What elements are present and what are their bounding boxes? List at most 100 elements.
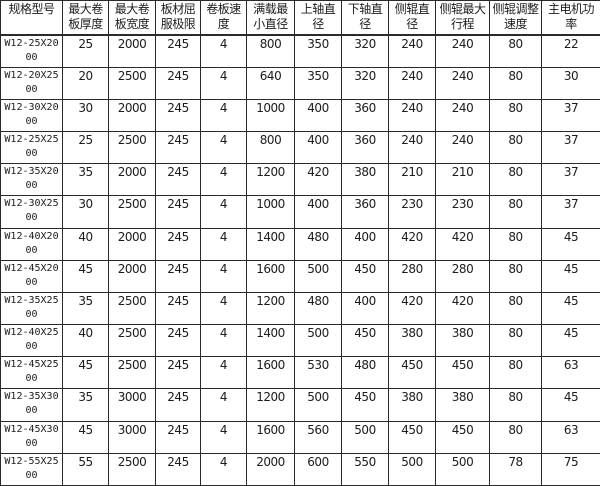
value-cell: 2500: [108, 291, 156, 326]
model-cell: W12-45X2000: [0, 259, 63, 293]
value-cell: 37: [541, 163, 600, 197]
header-cell-10: 侧辊调整速度: [489, 0, 542, 36]
value-cell: 245: [155, 291, 201, 326]
value-cell: 360: [341, 98, 389, 133]
value-cell: 75: [541, 452, 600, 486]
value-cell: 450: [388, 420, 436, 454]
header-cell-5: 满载最小直径: [246, 0, 295, 36]
value-cell: 245: [155, 259, 201, 293]
value-cell: 2500: [108, 131, 156, 165]
value-cell: 45: [62, 259, 109, 293]
value-cell: 530: [294, 356, 342, 390]
header-cell-7: 下轴直径: [341, 0, 389, 36]
value-cell: 400: [294, 98, 342, 133]
value-cell: 400: [294, 131, 342, 165]
value-cell: 80: [489, 163, 542, 197]
table-row: W12-35X3000 35 3000 245 4 1200 500 450 380 380 80 4…: [0, 388, 600, 422]
value-cell: 80: [489, 66, 542, 100]
model-cell: W12-35X3000: [0, 388, 63, 422]
value-cell: 500: [341, 420, 389, 454]
value-cell: 45: [541, 291, 600, 326]
header-cell-6: 上轴直径: [294, 0, 342, 36]
value-cell: 600: [294, 452, 342, 486]
value-cell: 2500: [108, 452, 156, 486]
table-row: W12-30X2500 30 2500 245 4 1000 400 360 230 230 80 3…: [0, 195, 600, 229]
header-cell-1: 最大卷板厚度: [62, 0, 109, 36]
header-row: 规格型号 最大卷板厚度 最大卷板宽度 板材屈服极限 卷板速度 满载最小直径 上轴直径 下轴直径…: [0, 0, 600, 36]
value-cell: 500: [294, 259, 342, 293]
value-cell: 210: [435, 163, 490, 197]
value-cell: 245: [155, 452, 201, 486]
model-cell: W12-45X2500: [0, 356, 63, 390]
model-cell: W12-40X2000: [0, 227, 63, 261]
value-cell: 800: [246, 34, 295, 68]
value-cell: 4: [200, 34, 247, 68]
value-cell: 400: [341, 227, 389, 261]
value-cell: 35: [62, 388, 109, 422]
value-cell: 4: [200, 356, 247, 390]
value-cell: 80: [489, 98, 542, 133]
value-cell: 30: [541, 66, 600, 100]
table-row: W12-45X2000 45 2000 245 4 1600 500 450 280 280 80 4…: [0, 259, 600, 293]
value-cell: 380: [435, 388, 490, 422]
value-cell: 240: [388, 34, 436, 68]
value-cell: 80: [489, 131, 542, 165]
value-cell: 500: [294, 324, 342, 358]
header-cell-8: 侧辊直径: [388, 0, 436, 36]
table-row: W12-45X2500 45 2500 245 4 1600 530 480 450 450 80 6…: [0, 356, 600, 390]
value-cell: 420: [388, 291, 436, 326]
value-cell: 350: [294, 34, 342, 68]
value-cell: 380: [341, 163, 389, 197]
value-cell: 210: [388, 163, 436, 197]
value-cell: 35: [62, 163, 109, 197]
value-cell: 37: [541, 131, 600, 165]
value-cell: 480: [294, 227, 342, 261]
value-cell: 4: [200, 163, 247, 197]
value-cell: 1200: [246, 388, 295, 422]
value-cell: 240: [435, 98, 490, 133]
value-cell: 25: [62, 131, 109, 165]
value-cell: 1200: [246, 291, 295, 326]
value-cell: 245: [155, 131, 201, 165]
value-cell: 245: [155, 227, 201, 261]
model-cell: W12-35X2000: [0, 163, 63, 197]
model-cell: W12-20X2500: [0, 66, 63, 100]
value-cell: 230: [435, 195, 490, 229]
value-cell: 2000: [108, 34, 156, 68]
value-cell: 240: [435, 131, 490, 165]
value-cell: 230: [388, 195, 436, 229]
value-cell: 240: [388, 131, 436, 165]
value-cell: 30: [62, 195, 109, 229]
value-cell: 480: [341, 356, 389, 390]
model-cell: W12-55X2500: [0, 452, 63, 486]
value-cell: 30: [62, 98, 109, 133]
value-cell: 480: [294, 291, 342, 326]
table-row: W12-25X2500 25 2500 245 4 800 400 360 240 240 80 37: [0, 131, 600, 165]
table-row: W12-45X3000 45 3000 245 4 1600 560 500 450 450 80 6…: [0, 420, 600, 454]
value-cell: 400: [294, 195, 342, 229]
value-cell: 1400: [246, 324, 295, 358]
value-cell: 4: [200, 291, 247, 326]
value-cell: 1200: [246, 163, 295, 197]
value-cell: 40: [62, 227, 109, 261]
value-cell: 4: [200, 388, 247, 422]
value-cell: 80: [489, 34, 542, 68]
value-cell: 45: [541, 388, 600, 422]
value-cell: 22: [541, 34, 600, 68]
model-cell: W12-45X3000: [0, 420, 63, 454]
value-cell: 80: [489, 356, 542, 390]
value-cell: 640: [246, 66, 295, 100]
value-cell: 25: [62, 34, 109, 68]
spec-table-header: 规格型号 最大卷板厚度 最大卷板宽度 板材屈服极限 卷板速度 满载最小直径 上轴直径 下轴直径…: [0, 0, 600, 36]
value-cell: 40: [62, 324, 109, 358]
value-cell: 1000: [246, 195, 295, 229]
value-cell: 320: [341, 66, 389, 100]
value-cell: 240: [435, 34, 490, 68]
value-cell: 380: [435, 324, 490, 358]
value-cell: 78: [489, 452, 542, 486]
value-cell: 2000: [246, 452, 295, 486]
table-row: W12-40X2000 40 2000 245 4 1400 480 400 420 420 80 4…: [0, 227, 600, 261]
value-cell: 4: [200, 259, 247, 293]
value-cell: 4: [200, 452, 247, 486]
